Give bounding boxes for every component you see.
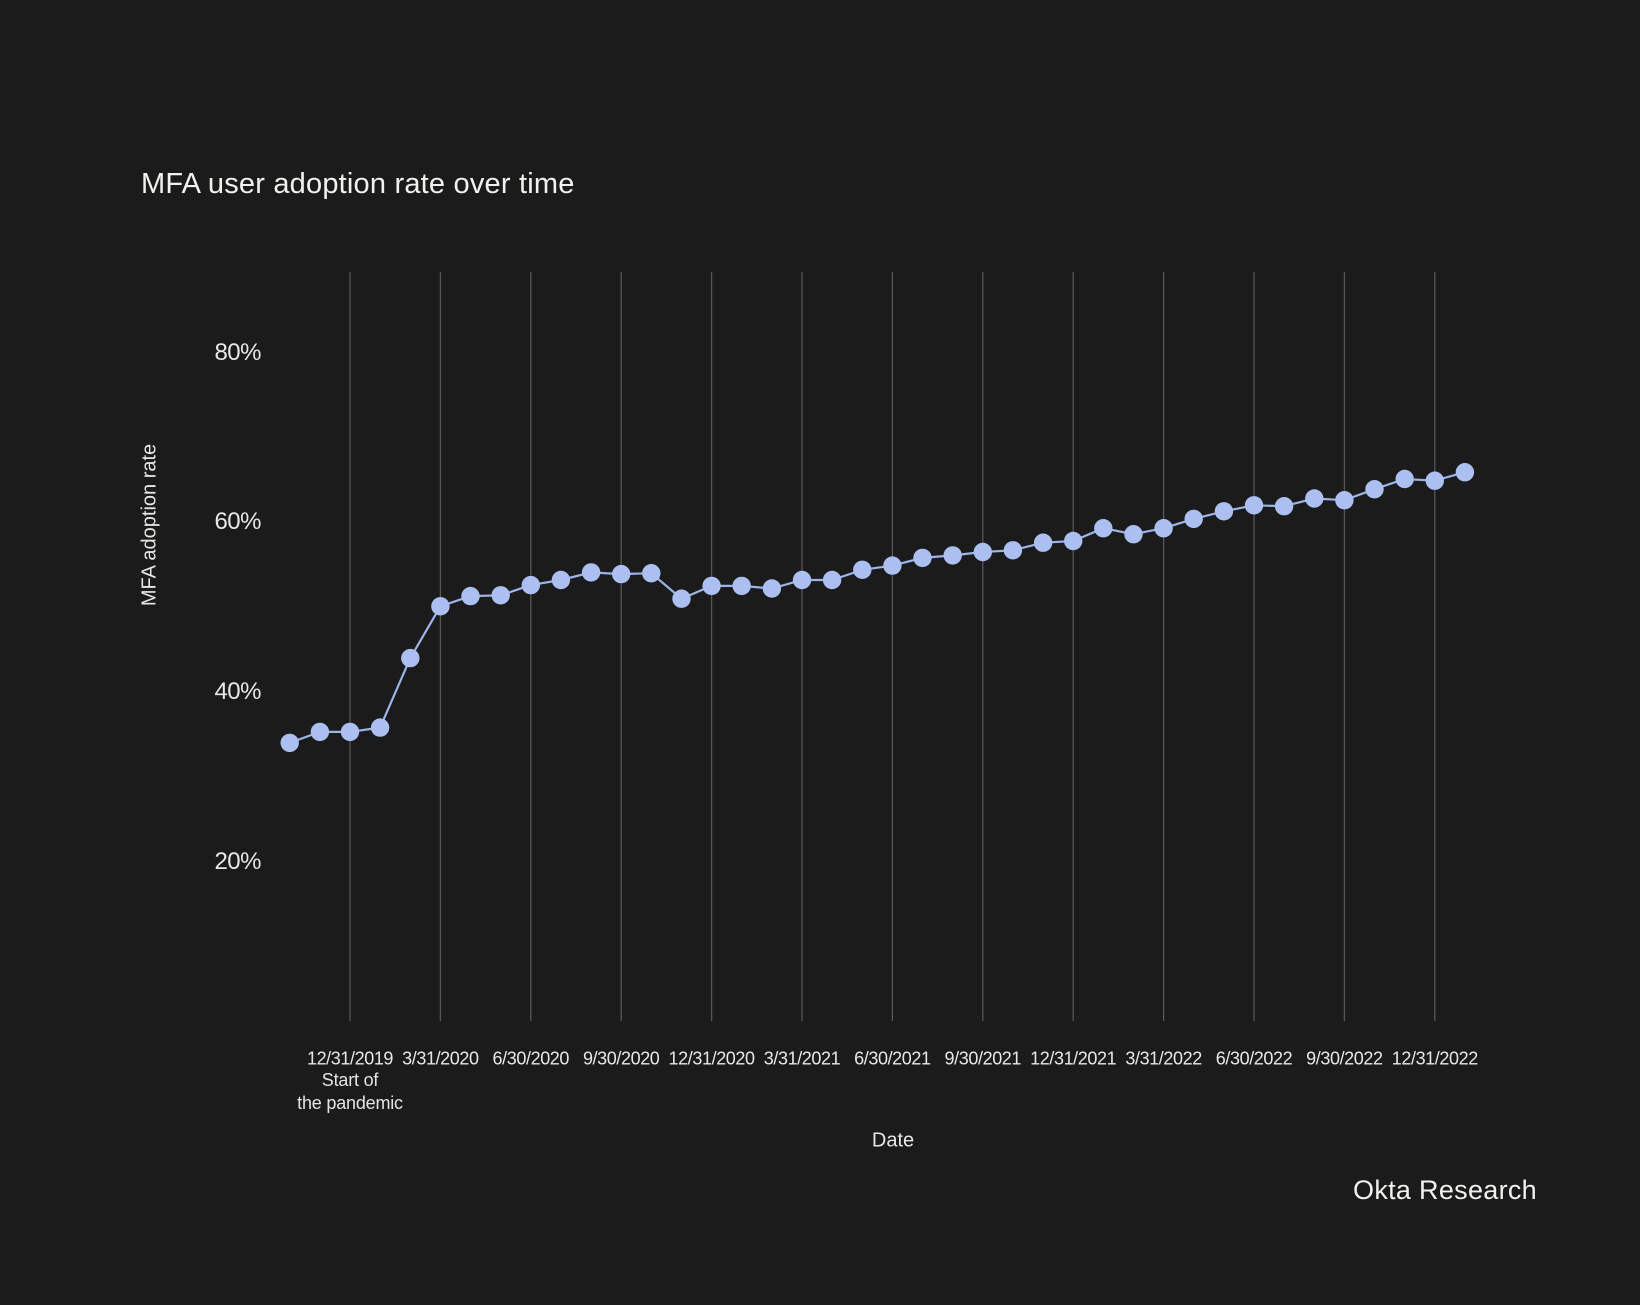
data-point-marker bbox=[702, 576, 721, 596]
x-tick-label: 3/31/2022 bbox=[1125, 1048, 1202, 1069]
x-tick-label: 9/30/2021 bbox=[944, 1048, 1022, 1069]
data-point-marker bbox=[1425, 471, 1445, 490]
chart-title: MFA user adoption rate over time bbox=[141, 168, 575, 200]
data-point-marker bbox=[370, 718, 390, 737]
data-point-marker bbox=[1214, 502, 1234, 521]
x-tick-label: 12/31/2022 bbox=[1391, 1048, 1478, 1069]
data-point-marker bbox=[551, 570, 571, 590]
data-point-marker bbox=[340, 722, 360, 742]
data-point-marker bbox=[1124, 525, 1143, 544]
data-point-marker bbox=[642, 564, 661, 583]
data-point-marker bbox=[822, 570, 842, 590]
data-point-marker bbox=[521, 575, 540, 595]
data-point-marker bbox=[672, 589, 691, 608]
data-point-marker bbox=[1094, 519, 1113, 538]
data-point-marker bbox=[1064, 531, 1083, 551]
data-point-marker bbox=[1033, 533, 1053, 552]
x-tick-label: 6/30/2022 bbox=[1215, 1048, 1293, 1069]
x-tick-label: 6/30/2020 bbox=[492, 1048, 570, 1069]
data-point-marker bbox=[883, 556, 902, 575]
data-point-marker bbox=[612, 564, 631, 584]
x-tick-label: 3/31/2021 bbox=[763, 1048, 841, 1069]
x-tick-label: 12/31/2020 bbox=[668, 1048, 755, 1069]
x-axis-title: Date bbox=[871, 1129, 915, 1152]
series-line bbox=[289, 471, 1466, 744]
x-tick-label: 9/30/2022 bbox=[1306, 1048, 1383, 1069]
data-point-marker bbox=[853, 560, 872, 579]
data-point-marker bbox=[1305, 489, 1324, 508]
pandemic-annotation-line1: Start of bbox=[321, 1070, 379, 1090]
data-point-marker bbox=[461, 586, 480, 606]
data-point-marker bbox=[913, 548, 932, 568]
x-tick-label: 6/30/2021 bbox=[854, 1048, 931, 1069]
data-point-marker bbox=[491, 586, 510, 605]
data-point-marker bbox=[401, 648, 420, 668]
data-point-marker bbox=[732, 576, 751, 596]
data-point-marker bbox=[973, 542, 992, 562]
pandemic-annotation: Start of the pandemic bbox=[297, 1069, 403, 1115]
x-tick-label: 12/31/2021 bbox=[1030, 1048, 1117, 1069]
source-attribution: Okta Research bbox=[1353, 1175, 1537, 1205]
data-point-marker bbox=[280, 733, 299, 753]
pandemic-annotation-line2: the pandemic bbox=[297, 1093, 403, 1113]
data-point-marker bbox=[1154, 519, 1173, 538]
data-point-marker bbox=[1395, 469, 1414, 489]
x-tick-label: 9/30/2020 bbox=[582, 1048, 660, 1069]
data-point-marker bbox=[1335, 491, 1354, 510]
data-point-marker bbox=[310, 722, 330, 742]
data-point-marker bbox=[1003, 541, 1023, 560]
data-point-marker bbox=[1455, 463, 1475, 482]
y-tick-label: 20% bbox=[214, 847, 261, 875]
y-tick-label: 40% bbox=[214, 678, 261, 705]
x-tick-label: 3/31/2020 bbox=[402, 1048, 479, 1069]
data-point-marker bbox=[431, 597, 450, 616]
y-tick-label: 60% bbox=[214, 508, 261, 536]
data-point-marker bbox=[762, 579, 782, 598]
data-point-marker bbox=[1274, 497, 1294, 516]
data-point-marker bbox=[581, 563, 601, 582]
y-tick-label: 80% bbox=[214, 338, 261, 366]
data-point-marker bbox=[1365, 480, 1384, 499]
x-tick-label: 12/31/2019 bbox=[306, 1048, 394, 1069]
data-point-marker bbox=[792, 570, 812, 590]
data-point-marker bbox=[943, 546, 962, 565]
data-point-marker bbox=[1244, 496, 1264, 515]
data-point-marker bbox=[1184, 509, 1203, 529]
